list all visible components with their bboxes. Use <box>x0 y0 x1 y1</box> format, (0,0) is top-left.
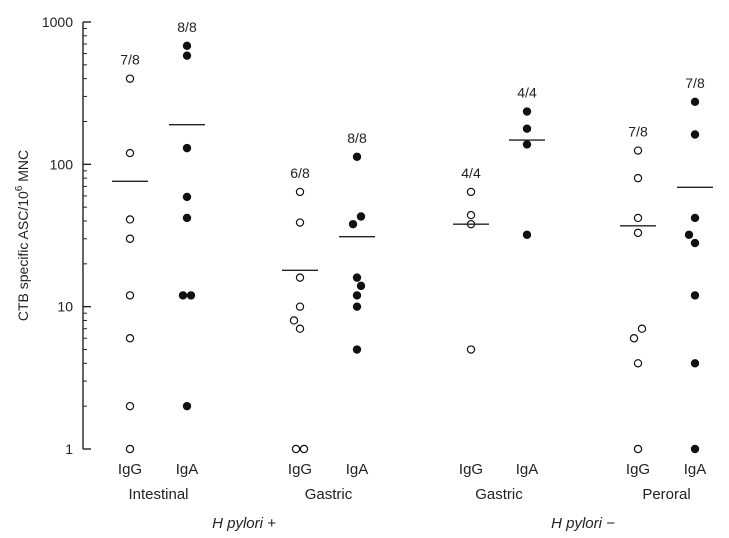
data-point <box>466 187 476 197</box>
data-point <box>690 359 700 368</box>
x-tick-label: IgA <box>176 461 199 478</box>
fraction-label: 4/4 <box>517 85 537 101</box>
data-point <box>633 213 643 223</box>
data-point <box>352 345 362 354</box>
x-tick-label: IgA <box>516 461 539 478</box>
data-point <box>356 281 366 291</box>
data-point <box>186 291 196 300</box>
group-label: Gastric <box>305 486 353 503</box>
data-point <box>125 401 135 411</box>
data-point <box>690 97 700 107</box>
data-point <box>690 213 700 223</box>
data-point <box>125 444 135 454</box>
data-point <box>182 143 192 153</box>
data-point <box>299 444 309 454</box>
x-tick-label: IgG <box>626 461 650 478</box>
data-point <box>633 444 643 454</box>
data-point <box>295 273 305 282</box>
data-point <box>178 291 188 300</box>
data-point <box>690 238 700 248</box>
chart-marks <box>112 41 713 454</box>
data-point <box>522 124 532 133</box>
data-point <box>352 291 362 300</box>
y-tick-label: 1000 <box>42 14 73 30</box>
fraction-label: 4/4 <box>461 165 481 181</box>
data-point <box>125 148 135 158</box>
data-point <box>295 324 305 333</box>
data-point <box>348 219 358 229</box>
data-point <box>684 230 694 239</box>
data-point <box>182 192 192 202</box>
y-tick-label: 100 <box>50 156 74 172</box>
data-point <box>125 334 135 343</box>
x-tick-label: IgA <box>684 461 707 478</box>
data-point <box>182 401 192 411</box>
fraction-label: 7/8 <box>685 75 705 91</box>
fraction-label: 7/8 <box>628 124 648 140</box>
data-point <box>352 302 362 311</box>
data-point <box>466 210 476 220</box>
group-label: Peroral <box>642 486 690 503</box>
data-point <box>633 228 643 238</box>
data-point <box>295 218 305 227</box>
data-point <box>633 173 643 183</box>
x-tick-label: IgG <box>288 461 312 478</box>
y-tick-label: 10 <box>57 299 73 315</box>
group-label: Intestinal <box>128 486 188 503</box>
fraction-label: 8/8 <box>347 130 367 146</box>
data-point <box>522 107 532 116</box>
y-axis-label: CTB specific ASC/106 MNC <box>14 150 31 321</box>
data-point <box>295 187 305 197</box>
data-point <box>352 273 362 282</box>
data-point <box>289 316 299 325</box>
y-tick-label: 1 <box>65 441 73 457</box>
status-label: H pylori − <box>551 515 615 532</box>
x-tick-label: IgA <box>346 461 369 478</box>
status-label: H pylori + <box>212 515 276 532</box>
x-tick-label: IgG <box>118 461 142 478</box>
data-point <box>690 130 700 139</box>
data-point <box>633 359 643 368</box>
fraction-label: 8/8 <box>177 19 197 35</box>
data-point <box>466 345 476 354</box>
data-point <box>356 212 366 221</box>
data-point <box>182 41 192 51</box>
data-point <box>690 291 700 300</box>
data-point <box>522 140 532 149</box>
data-point <box>522 230 532 239</box>
data-point <box>125 215 135 224</box>
group-label: Gastric <box>475 486 523 503</box>
data-point <box>690 444 700 454</box>
data-point <box>295 302 305 311</box>
data-point <box>125 234 135 243</box>
data-point <box>182 213 192 223</box>
data-point <box>182 51 192 60</box>
data-point <box>125 74 135 83</box>
data-point <box>125 291 135 300</box>
data-point <box>633 146 643 155</box>
axes: 1 10 100 1000 CTB specific ASC/106 MNC <box>14 14 91 457</box>
fraction-label: 7/8 <box>120 52 140 68</box>
data-point <box>352 152 362 161</box>
data-point <box>637 324 647 333</box>
data-point <box>629 334 639 343</box>
chart-labels: 7/8 IgG 8/8 IgA Intestinal 6/8 IgG 8/8 IgA Gastri… <box>118 19 706 532</box>
data-point <box>291 444 301 454</box>
fraction-label: 6/8 <box>290 165 310 181</box>
x-tick-label: IgG <box>459 461 483 478</box>
